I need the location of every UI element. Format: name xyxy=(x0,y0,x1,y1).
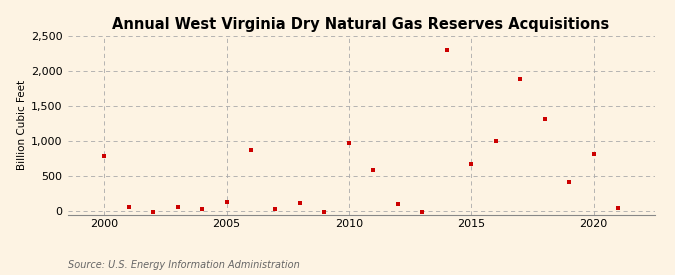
Y-axis label: Billion Cubic Feet: Billion Cubic Feet xyxy=(17,80,27,170)
Point xyxy=(172,205,183,210)
Point xyxy=(294,201,305,205)
Text: Source: U.S. Energy Information Administration: Source: U.S. Energy Information Administ… xyxy=(68,260,299,270)
Point xyxy=(392,202,403,206)
Point xyxy=(490,139,501,143)
Point xyxy=(124,205,134,210)
Title: Annual West Virginia Dry Natural Gas Reserves Acquisitions: Annual West Virginia Dry Natural Gas Res… xyxy=(113,17,610,32)
Point xyxy=(368,168,379,172)
Point xyxy=(270,207,281,211)
Point xyxy=(539,117,550,121)
Point xyxy=(588,151,599,156)
Point xyxy=(417,210,428,214)
Point xyxy=(441,48,452,53)
Point xyxy=(246,148,256,152)
Point xyxy=(344,141,354,145)
Point xyxy=(564,180,574,185)
Point xyxy=(99,154,109,158)
Point xyxy=(221,200,232,204)
Point xyxy=(515,77,526,81)
Point xyxy=(148,210,159,214)
Point xyxy=(466,162,477,166)
Point xyxy=(196,207,207,211)
Point xyxy=(319,210,330,214)
Point xyxy=(613,206,624,210)
